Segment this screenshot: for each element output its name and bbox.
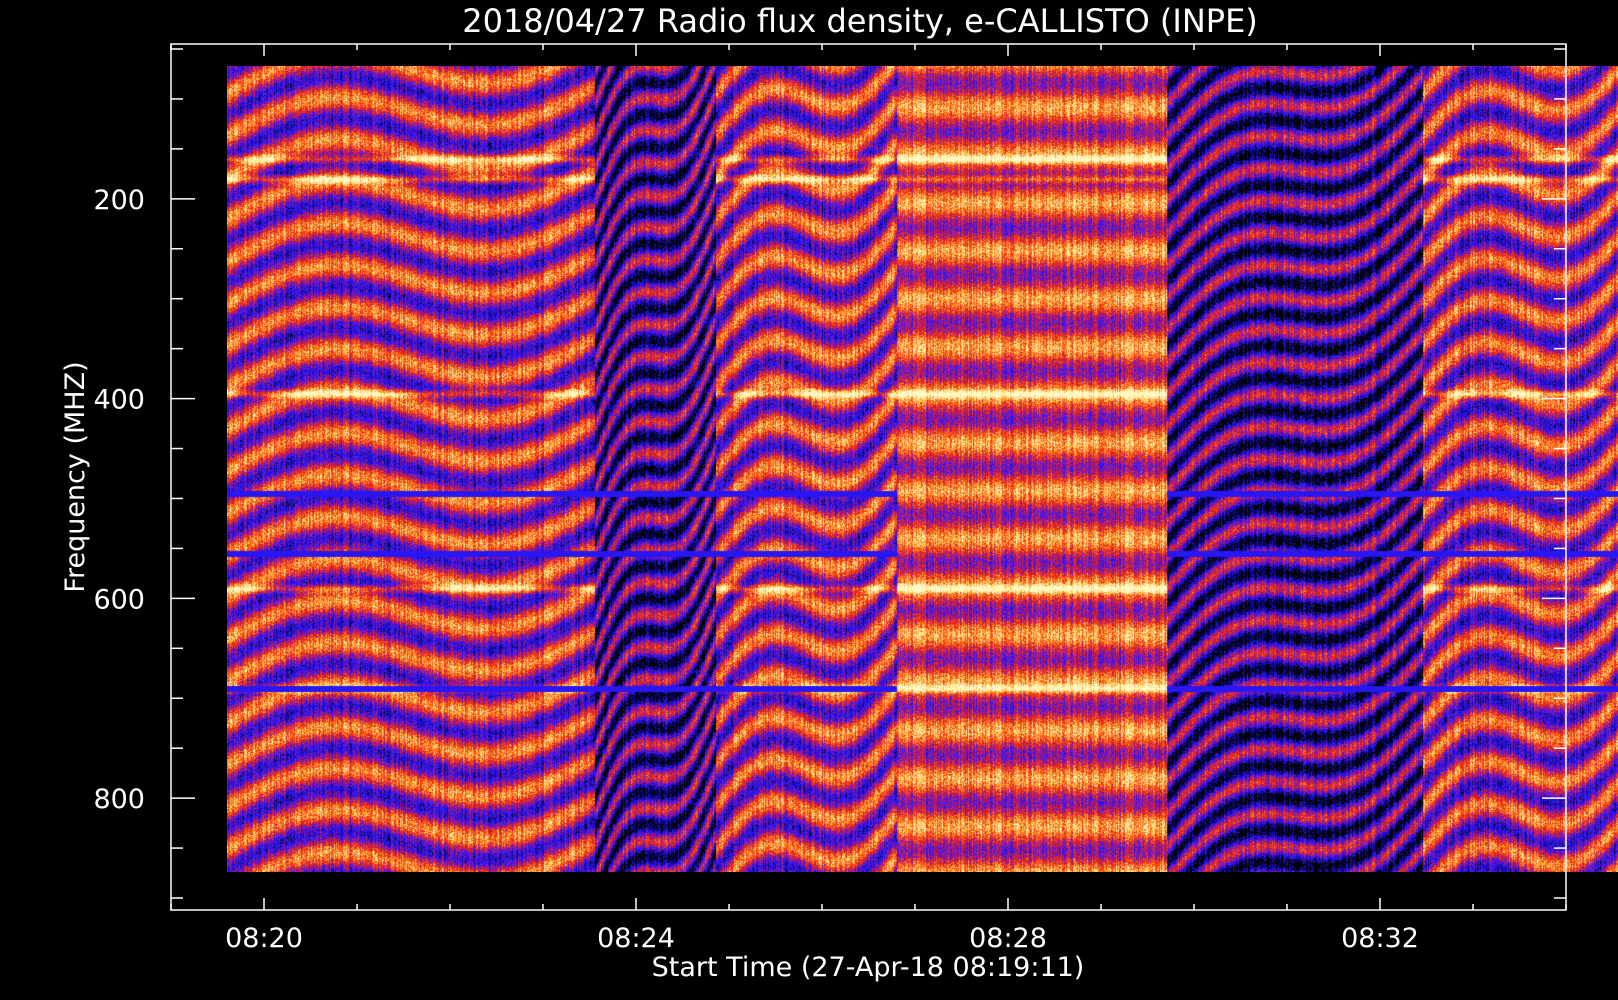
y-tick-label: 200 [93, 185, 145, 216]
y-axis-label: Frequency (MHZ) [60, 361, 91, 592]
plot-area [170, 43, 1618, 911]
x-axis: 08:20 08:24 08:28 08:32 [170, 44, 1567, 954]
chart-title: 2018/04/27 Radio flux density, e-CALLIST… [462, 2, 1258, 40]
x-tick-label: 08:28 [969, 923, 1047, 954]
y-tick-label: 400 [93, 385, 145, 416]
y-tick-label: 800 [93, 784, 145, 815]
x-axis-label: Start Time (27-Apr-18 08:19:11) [652, 952, 1085, 983]
y-tick-label: 600 [93, 584, 145, 615]
x-tick-label: 08:24 [597, 923, 675, 954]
plot-frame [170, 43, 1567, 911]
x-tick-label: 08:32 [1341, 923, 1419, 954]
x-tick-label: 08:20 [225, 923, 303, 954]
spectrogram-heatmap [227, 66, 1618, 872]
y-axis: 200 400 600 800 [93, 48, 1566, 899]
